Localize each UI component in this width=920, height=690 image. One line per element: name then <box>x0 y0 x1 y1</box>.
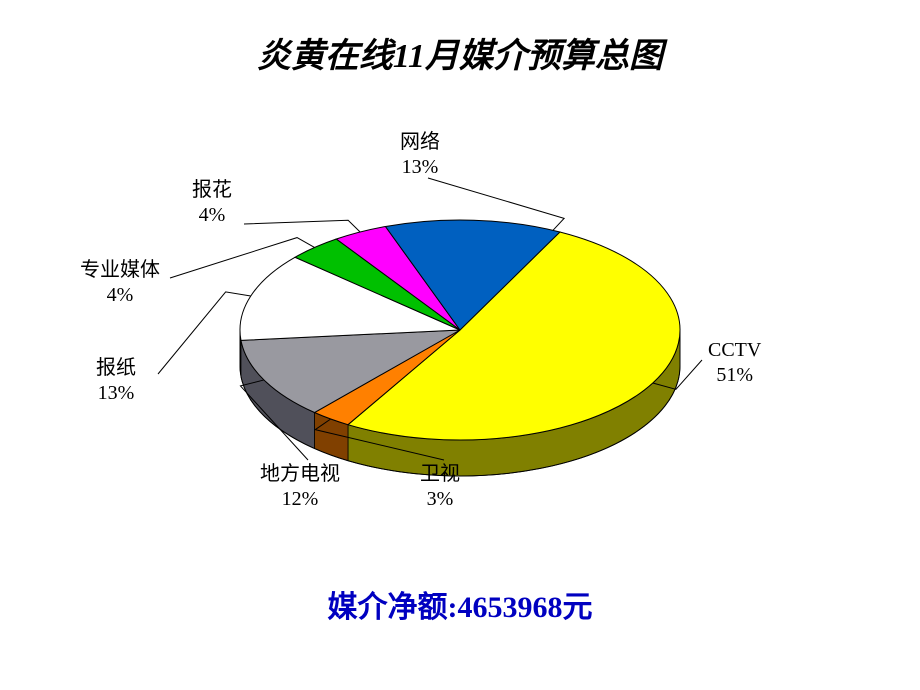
slice-label-percent: 4% <box>80 283 160 308</box>
slice-label-name: 地方电视 <box>260 462 340 487</box>
slice-label: 卫视3% <box>420 462 460 512</box>
slice-label-percent: 4% <box>192 203 232 228</box>
slice-label: 报花4% <box>192 178 232 228</box>
slice-label: 地方电视12% <box>260 462 340 512</box>
slice-label: 报纸13% <box>96 356 136 406</box>
slice-label-name: 卫视 <box>420 462 460 487</box>
slice-label-percent: 13% <box>400 155 440 180</box>
slice-label: CCTV51% <box>708 338 761 388</box>
subtitle: 媒介净额:4653968元 <box>0 582 920 626</box>
pie-chart: CCTV51%卫视3%地方电视12%报纸13%专业媒体4%报花4%网络13% <box>120 120 800 550</box>
slice-label: 网络13% <box>400 130 440 180</box>
slice-label: 专业媒体4% <box>80 258 160 308</box>
slice-label-name: 报纸 <box>96 356 136 381</box>
slice-label-name: 专业媒体 <box>80 258 160 283</box>
slice-label-percent: 13% <box>96 381 136 406</box>
slice-label-name: 报花 <box>192 178 232 203</box>
slice-label-percent: 51% <box>708 363 761 388</box>
slice-label-percent: 12% <box>260 487 340 512</box>
slice-label-percent: 3% <box>420 487 460 512</box>
slice-label-name: 网络 <box>400 130 440 155</box>
slice-label-name: CCTV <box>708 338 761 363</box>
page-title: 炎黄在线11月媒介预算总图 <box>0 28 920 77</box>
